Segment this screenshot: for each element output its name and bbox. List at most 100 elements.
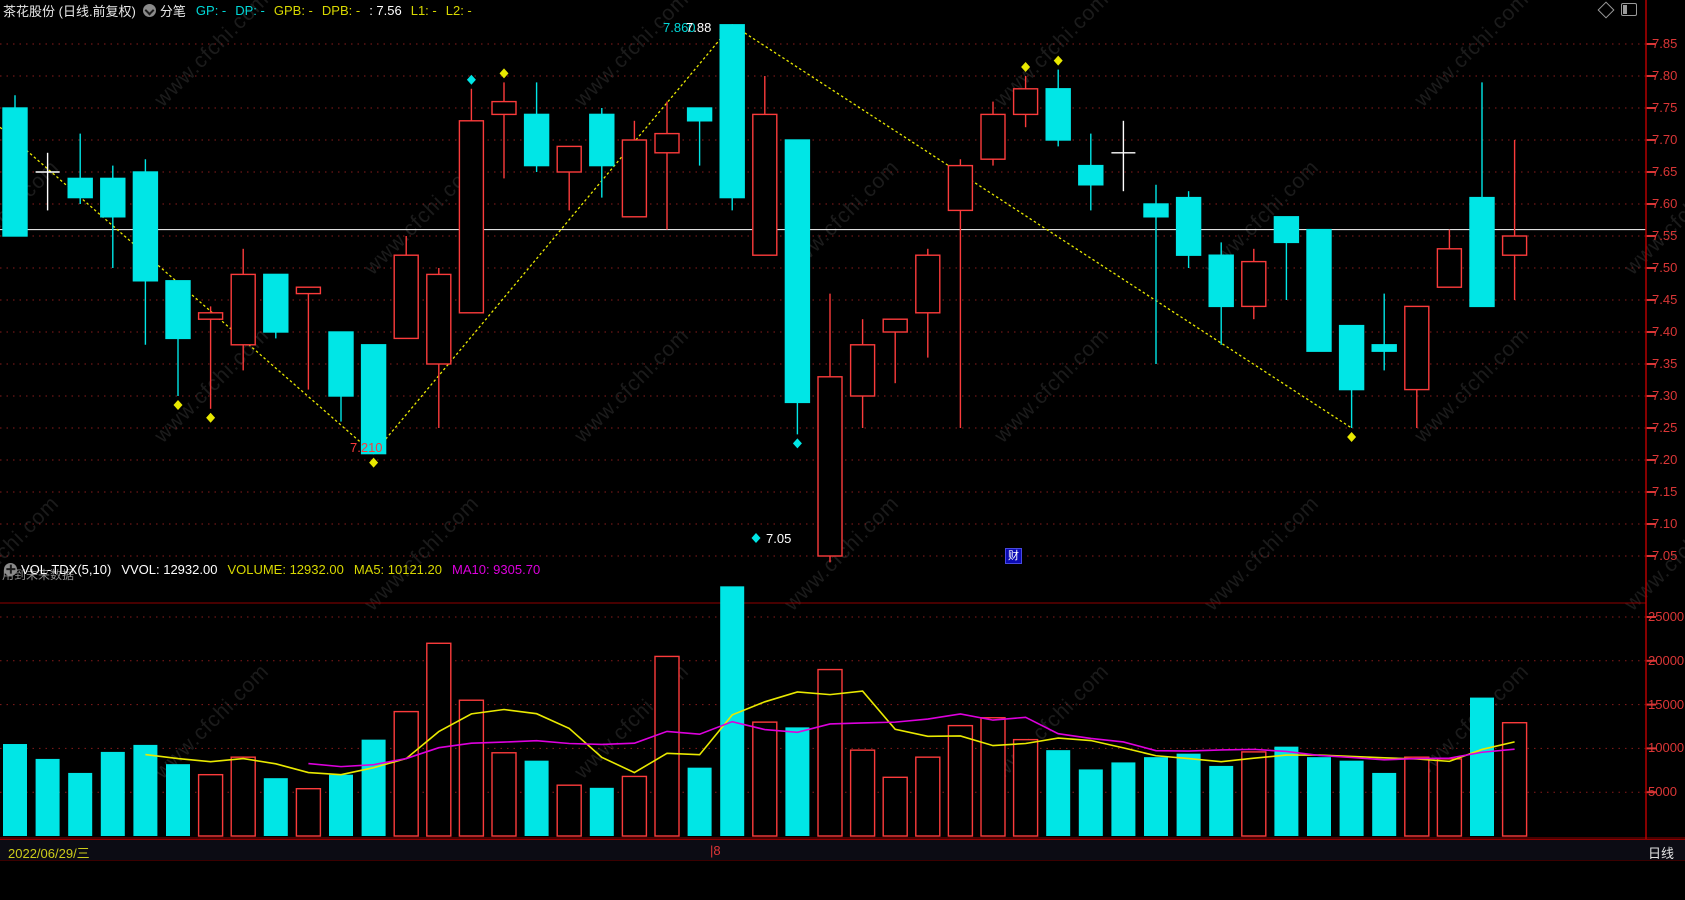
volume-bar[interactable] xyxy=(849,749,876,837)
volume-bar[interactable] xyxy=(947,724,974,837)
volume-bar[interactable] xyxy=(3,744,27,836)
volume-bar[interactable] xyxy=(491,752,517,837)
volume-bar[interactable] xyxy=(1078,769,1103,836)
volume-bar[interactable] xyxy=(35,758,60,836)
candle-body[interactable] xyxy=(230,273,256,346)
candle-body[interactable] xyxy=(817,376,843,557)
candle-body[interactable] xyxy=(523,113,550,167)
candle-body[interactable] xyxy=(393,254,419,340)
volume-bar[interactable] xyxy=(1176,753,1201,836)
volume-bar[interactable] xyxy=(1046,750,1071,836)
candle-body[interactable] xyxy=(295,286,322,295)
volume-bar[interactable] xyxy=(1501,722,1528,837)
volume-bar[interactable] xyxy=(393,710,419,837)
volume-bar[interactable] xyxy=(654,655,680,837)
candle-body[interactable] xyxy=(1045,88,1071,141)
candle-body[interactable] xyxy=(1241,260,1267,308)
candle-body[interactable] xyxy=(458,120,485,314)
volume-bar[interactable] xyxy=(230,756,256,837)
candle-body[interactable] xyxy=(197,312,224,320)
volume-bar[interactable] xyxy=(1404,756,1430,837)
close-indicator-icon[interactable] xyxy=(4,563,17,576)
volume-bar[interactable] xyxy=(1436,758,1463,837)
volume-bar[interactable] xyxy=(752,721,778,837)
candle-body[interactable] xyxy=(686,107,713,122)
volume-bar[interactable] xyxy=(589,787,614,836)
volume-bar[interactable] xyxy=(1339,760,1364,836)
candle-body[interactable] xyxy=(100,177,126,218)
volume-bar[interactable] xyxy=(687,767,712,836)
candle-body[interactable] xyxy=(263,273,289,333)
split-window-icon[interactable] xyxy=(1621,3,1637,16)
volume-bar[interactable] xyxy=(426,642,452,837)
candle-body[interactable] xyxy=(1143,203,1169,218)
candle-body[interactable] xyxy=(491,100,517,116)
candle-body[interactable] xyxy=(1175,196,1202,256)
candle-body[interactable] xyxy=(2,107,28,237)
candle-body[interactable] xyxy=(784,139,811,404)
candle-body[interactable] xyxy=(654,132,680,154)
finance-badge[interactable]: 财 xyxy=(1005,548,1022,564)
status-bar: 2022/06/29/三 |8 日线 xyxy=(0,839,1685,861)
candle-body[interactable] xyxy=(556,145,582,173)
candle-body[interactable] xyxy=(1306,228,1332,352)
volume-bar[interactable] xyxy=(621,775,648,837)
candle-body[interactable] xyxy=(947,164,974,212)
period-selector[interactable]: 日线 xyxy=(1648,846,1675,861)
candle-body[interactable] xyxy=(132,171,159,282)
price-axis-label: 7.80 xyxy=(1652,68,1678,83)
candle-body[interactable] xyxy=(1436,248,1463,288)
candle-body[interactable] xyxy=(719,24,745,199)
volume-bar[interactable] xyxy=(1241,751,1267,837)
candle-body[interactable] xyxy=(1338,324,1365,391)
candle-body[interactable] xyxy=(621,139,648,218)
candle-body[interactable] xyxy=(426,273,452,365)
volume-bar[interactable] xyxy=(524,760,549,836)
volume-bar[interactable] xyxy=(817,668,843,837)
volume-bar[interactable] xyxy=(556,784,582,837)
candle-body[interactable] xyxy=(1208,254,1234,308)
candle-body[interactable] xyxy=(849,344,876,397)
chevron-down-circle-icon[interactable] xyxy=(142,3,156,17)
volume-bar[interactable] xyxy=(100,751,125,836)
volume-bar[interactable] xyxy=(166,764,190,836)
volume-bar[interactable] xyxy=(263,778,288,836)
candle-body[interactable] xyxy=(882,318,908,333)
volume-bar[interactable] xyxy=(197,773,224,837)
candle-body[interactable] xyxy=(1469,196,1495,308)
volume-bar[interactable] xyxy=(1111,762,1136,836)
candle-body[interactable] xyxy=(1501,235,1528,256)
volume-bar[interactable] xyxy=(329,774,353,836)
volume-bar[interactable] xyxy=(361,739,386,836)
candle-body[interactable] xyxy=(67,177,93,199)
diamond-tool-icon[interactable] xyxy=(1597,1,1615,18)
candle-body[interactable] xyxy=(360,344,387,455)
volume-bar[interactable] xyxy=(1209,765,1234,836)
candle-body[interactable] xyxy=(1078,164,1104,186)
volume-bar[interactable] xyxy=(68,772,93,836)
volume-bar[interactable] xyxy=(295,787,322,837)
volume-bar[interactable] xyxy=(458,699,485,837)
candle-body[interactable] xyxy=(1273,216,1300,244)
candle-body[interactable] xyxy=(915,254,941,314)
volume-bar[interactable] xyxy=(133,744,158,836)
volume-bar[interactable] xyxy=(1012,738,1039,837)
candle-body[interactable] xyxy=(1371,344,1397,352)
candle-body[interactable] xyxy=(328,331,354,397)
candle-body[interactable] xyxy=(752,113,778,256)
volume-bar[interactable] xyxy=(1372,772,1397,836)
candle-body[interactable] xyxy=(165,280,191,340)
volume-bar[interactable] xyxy=(1470,697,1494,836)
candle-body[interactable] xyxy=(1012,88,1039,116)
candle-body[interactable] xyxy=(980,113,1006,160)
volume-bar[interactable] xyxy=(915,756,941,837)
volume-bar[interactable] xyxy=(785,727,810,836)
volume-bar[interactable] xyxy=(980,717,1006,837)
candle-body[interactable] xyxy=(589,113,615,167)
candle-body[interactable] xyxy=(1404,305,1430,391)
volume-bar[interactable] xyxy=(882,776,908,837)
volume-bar[interactable] xyxy=(1307,757,1331,836)
volume-bar[interactable] xyxy=(1144,757,1168,836)
volume-bar[interactable] xyxy=(1274,746,1299,836)
